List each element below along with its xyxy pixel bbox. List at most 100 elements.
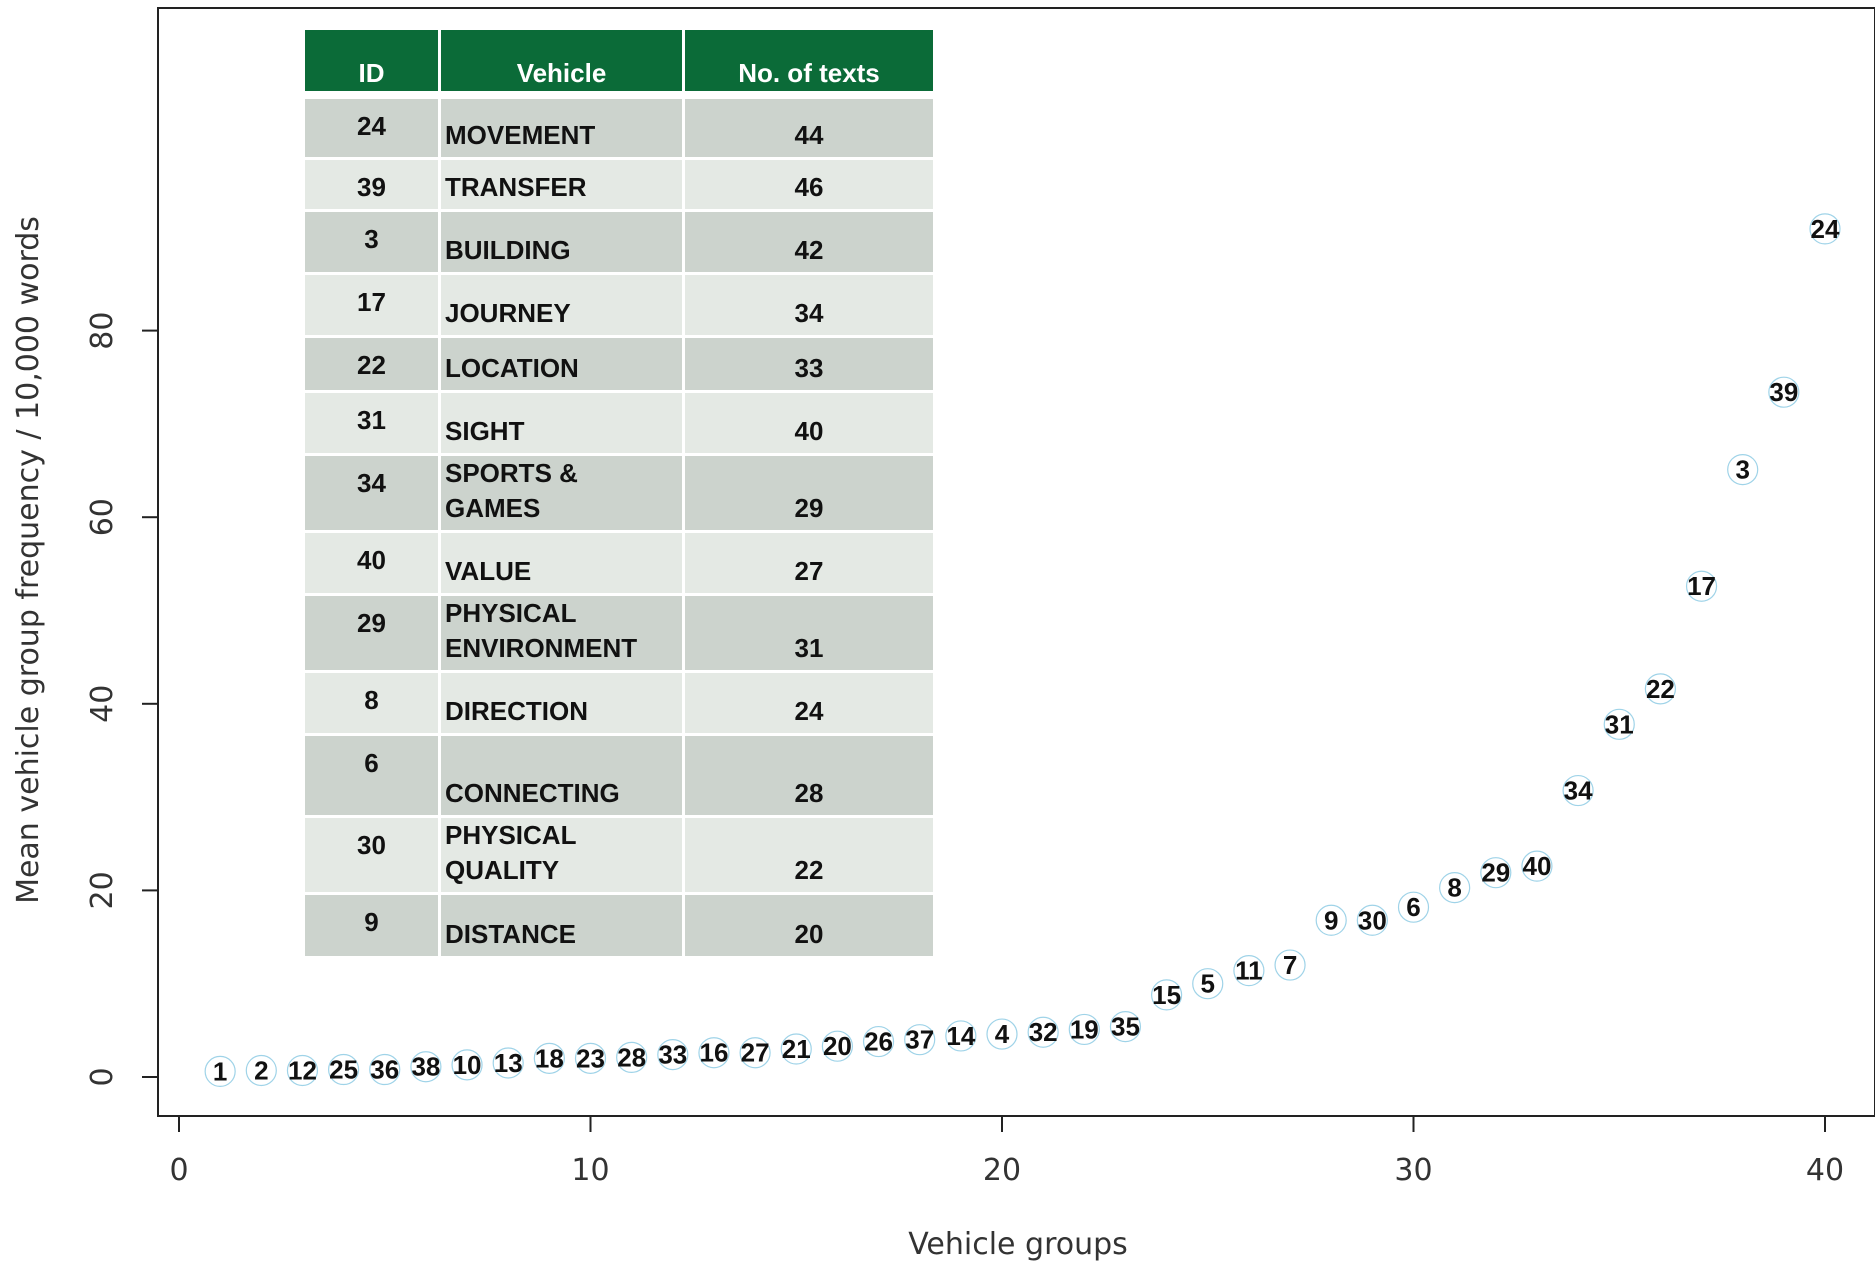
y-axis: 0 20 40 60 80 <box>85 312 159 1087</box>
cell-no-of-texts: 29 <box>683 452 933 531</box>
point-marker <box>1068 1013 1100 1046</box>
point-label: 7 <box>1283 950 1297 980</box>
point-label: 13 <box>494 1048 523 1078</box>
point-marker <box>1397 891 1430 923</box>
point-marker <box>245 1054 277 1087</box>
cell-vehicle: DIRECTION <box>439 669 685 734</box>
point-marker <box>369 1053 401 1086</box>
table-row: 39 TRANSFER 46 <box>305 156 933 210</box>
table-row: 17 JOURNEY 34 <box>305 271 933 336</box>
vehicle-legend-table: ID Vehicle No. of texts 24 MOVEMENT 44 39 TR… <box>305 30 933 956</box>
data-point: 6 <box>1397 891 1430 923</box>
point-label: 2 <box>254 1055 268 1085</box>
data-point: 18 <box>533 1042 565 1074</box>
data-point: 30 <box>1356 904 1388 936</box>
data-point: 39 <box>1768 376 1800 408</box>
point-marker <box>862 1025 895 1058</box>
point-label: 29 <box>1481 858 1510 888</box>
point-marker <box>410 1051 442 1083</box>
cell-no-of-texts: 27 <box>683 529 933 594</box>
point-label: 18 <box>535 1043 564 1073</box>
point-marker <box>1109 1011 1142 1043</box>
data-point: 21 <box>780 1033 812 1065</box>
cell-id: 24 <box>305 91 441 158</box>
table-row: 40 VALUE 27 <box>305 529 933 594</box>
point-label: 6 <box>1406 892 1420 922</box>
data-point: 10 <box>451 1049 483 1081</box>
table-row: 24 MOVEMENT 44 <box>305 91 933 158</box>
table-row: 31 SIGHT 40 <box>305 389 933 454</box>
table-row: 29 PHYSICAL ENVIRONMENT 31 <box>305 592 933 671</box>
cell-id: 17 <box>305 271 441 336</box>
point-label: 26 <box>864 1027 893 1057</box>
data-point: 35 <box>1109 1011 1142 1043</box>
data-point: 1 <box>204 1055 236 1088</box>
point-label: 28 <box>617 1042 646 1072</box>
data-point: 14 <box>945 1020 977 1052</box>
cell-id: 9 <box>305 891 441 956</box>
data-point: 15 <box>1150 979 1183 1011</box>
cell-vehicle: SIGHT <box>439 389 685 454</box>
point-marker <box>1768 376 1800 408</box>
cell-vehicle: LOCATION <box>439 334 685 391</box>
cell-no-of-texts: 31 <box>683 592 933 671</box>
point-marker <box>204 1055 236 1088</box>
cell-vehicle: PHYSICAL ENVIRONMENT <box>439 592 685 671</box>
data-point: 40 <box>1521 850 1553 882</box>
data-point: 3 <box>1727 454 1759 486</box>
table-row: 9 DISTANCE 20 <box>305 891 933 956</box>
cell-vehicle: DISTANCE <box>439 891 685 956</box>
table-row: 30 PHYSICAL QUALITY 22 <box>305 814 933 893</box>
cell-no-of-texts: 42 <box>683 208 933 273</box>
point-label: 35 <box>1111 1012 1140 1042</box>
data-point: 23 <box>574 1042 607 1074</box>
point-label: 12 <box>288 1055 317 1085</box>
x-axis-label: Vehicle groups <box>908 1227 1128 1262</box>
point-marker <box>451 1049 483 1081</box>
data-point: 27 <box>739 1037 771 1069</box>
data-point: 38 <box>410 1051 442 1083</box>
point-label: 8 <box>1447 873 1461 903</box>
point-marker <box>698 1037 730 1069</box>
point-marker <box>1562 774 1594 807</box>
point-marker <box>492 1047 524 1079</box>
cell-no-of-texts: 33 <box>683 334 933 391</box>
data-point: 32 <box>1027 1016 1059 1048</box>
cell-no-of-texts: 28 <box>683 732 933 816</box>
data-point: 20 <box>821 1030 854 1062</box>
point-label: 3 <box>1735 455 1749 485</box>
y-tick-label: 0 <box>85 1067 120 1086</box>
data-point: 36 <box>369 1053 401 1086</box>
cell-no-of-texts: 40 <box>683 389 933 454</box>
data-point: 26 <box>862 1025 895 1058</box>
x-tick-label: 0 <box>169 1153 188 1188</box>
y-tick-label: 40 <box>85 685 120 723</box>
point-label: 20 <box>823 1031 852 1061</box>
point-label: 16 <box>699 1038 728 1068</box>
cell-no-of-texts: 44 <box>683 91 933 158</box>
x-tick-label: 20 <box>983 1153 1021 1188</box>
point-marker <box>780 1033 812 1065</box>
point-label: 25 <box>329 1055 358 1085</box>
point-label: 21 <box>782 1034 811 1064</box>
point-label: 22 <box>1646 674 1675 704</box>
point-marker <box>986 1018 1018 1050</box>
header-id: ID <box>305 30 441 95</box>
point-marker <box>1233 955 1265 987</box>
point-label: 33 <box>658 1040 687 1070</box>
data-point: 8 <box>1439 872 1471 904</box>
y-tick-label: 60 <box>85 498 120 536</box>
cell-no-of-texts: 46 <box>683 156 933 210</box>
header-no-of-texts: No. of texts <box>683 30 933 95</box>
table-row: 6 CONNECTING 28 <box>305 732 933 816</box>
point-label: 39 <box>1769 377 1798 407</box>
cell-id: 39 <box>305 156 441 210</box>
point-marker <box>616 1041 648 1074</box>
cell-no-of-texts: 24 <box>683 669 933 734</box>
point-marker <box>1439 872 1471 904</box>
x-axis: 0 10 20 30 40 <box>169 1115 1844 1188</box>
point-label: 34 <box>1564 776 1593 806</box>
x-tick-label: 40 <box>1806 1153 1844 1188</box>
point-label: 24 <box>1811 214 1840 244</box>
data-point: 4 <box>986 1018 1018 1050</box>
